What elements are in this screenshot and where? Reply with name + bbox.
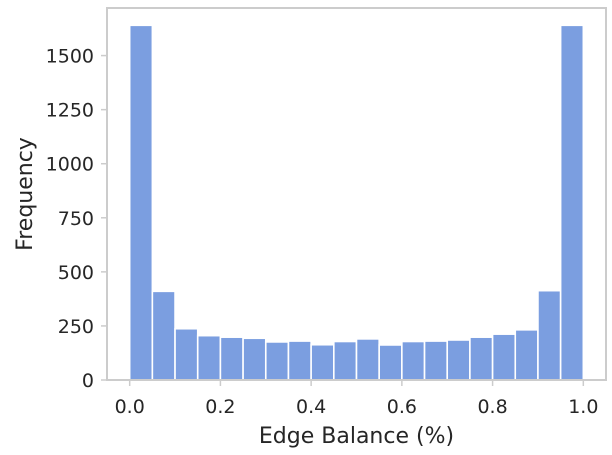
bars-group xyxy=(128,24,585,381)
x-ticks: 0.0 0.2 0.4 0.6 0.8 1.0 xyxy=(115,380,598,418)
y-tick-label: 1000 xyxy=(46,154,94,176)
histogram-bar xyxy=(151,290,176,381)
histogram-bar xyxy=(469,336,494,381)
histogram-bar xyxy=(423,340,449,381)
histogram-bar xyxy=(174,327,199,381)
x-tick-label: 0.0 xyxy=(115,396,145,418)
y-tick-label: 250 xyxy=(58,316,94,338)
x-tick-label: 0.6 xyxy=(387,396,417,418)
histogram-bar xyxy=(333,340,358,381)
histogram-bar xyxy=(264,341,290,381)
y-tick-label: 0 xyxy=(82,370,94,392)
histogram-bar xyxy=(401,340,426,381)
y-tick-label: 750 xyxy=(58,208,94,230)
y-tick-label: 1250 xyxy=(46,100,94,122)
y-axis-label: Frequency xyxy=(13,137,38,251)
x-tick-label: 0.4 xyxy=(296,396,326,418)
histogram-bar xyxy=(378,344,403,381)
histogram-bar xyxy=(514,329,539,381)
histogram-bar xyxy=(355,338,380,381)
histogram-bar xyxy=(310,343,335,381)
histogram-bar xyxy=(287,340,312,381)
y-tick-label: 1500 xyxy=(46,46,94,68)
y-ticks: 0 250 500 750 1000 1250 1500 xyxy=(46,46,107,392)
y-tick-label: 500 xyxy=(58,262,94,284)
histogram-bar xyxy=(128,24,154,381)
x-axis-label: Edge Balance (%) xyxy=(259,424,454,449)
histogram-bar xyxy=(559,24,585,381)
plot-frame xyxy=(106,7,607,381)
histogram-bar xyxy=(196,334,222,381)
x-tick-label: 1.0 xyxy=(568,396,598,418)
histogram-bar xyxy=(219,336,244,381)
histogram-bar xyxy=(242,337,267,381)
x-tick-label: 0.2 xyxy=(205,396,235,418)
x-tick-label: 0.8 xyxy=(477,396,507,418)
histogram-bar xyxy=(537,289,562,381)
histogram-bar xyxy=(491,333,517,381)
histogram-bar xyxy=(446,339,471,381)
